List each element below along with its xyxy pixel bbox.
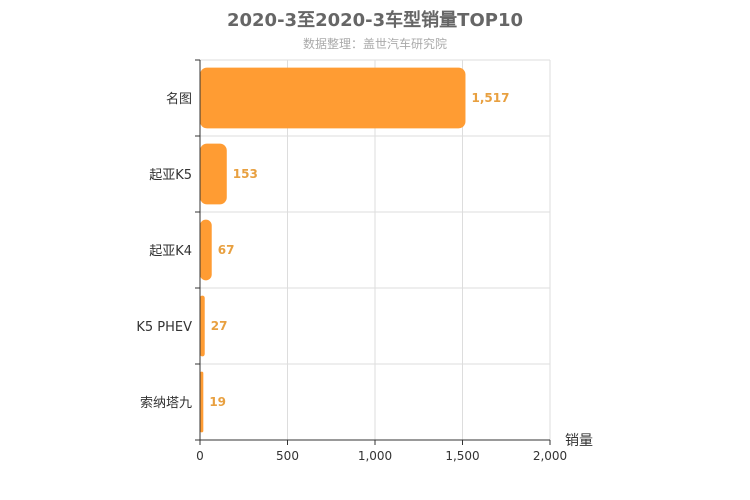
bar	[200, 371, 204, 433]
data-label: 1,517	[471, 91, 509, 105]
x-axis-title: 销量	[565, 433, 593, 449]
bar	[200, 295, 205, 357]
category-label: 起亚K4	[149, 244, 192, 259]
data-label: 27	[211, 319, 228, 333]
x-tick-label: 2,000	[533, 449, 567, 463]
category-label: 索纳塔九	[140, 396, 192, 411]
data-label: 19	[209, 395, 226, 409]
data-label: 153	[233, 167, 258, 181]
x-tick-label: 0	[196, 449, 204, 463]
x-tick-label: 500	[276, 449, 299, 463]
category-label: K5 PHEV	[136, 320, 192, 335]
bar	[200, 67, 466, 129]
chart-title: 2020-3至2020-3车型销量TOP10	[226, 10, 523, 31]
bar	[200, 219, 212, 281]
data-label: 67	[218, 243, 235, 257]
chart-subtitle: 数据整理：盖世汽车研究院	[302, 37, 447, 51]
category-label: 起亚K5	[149, 168, 192, 183]
bar	[200, 143, 227, 205]
x-tick-label: 1,000	[358, 449, 392, 463]
x-tick-label: 1,500	[445, 449, 479, 463]
category-label: 名图	[166, 91, 192, 107]
